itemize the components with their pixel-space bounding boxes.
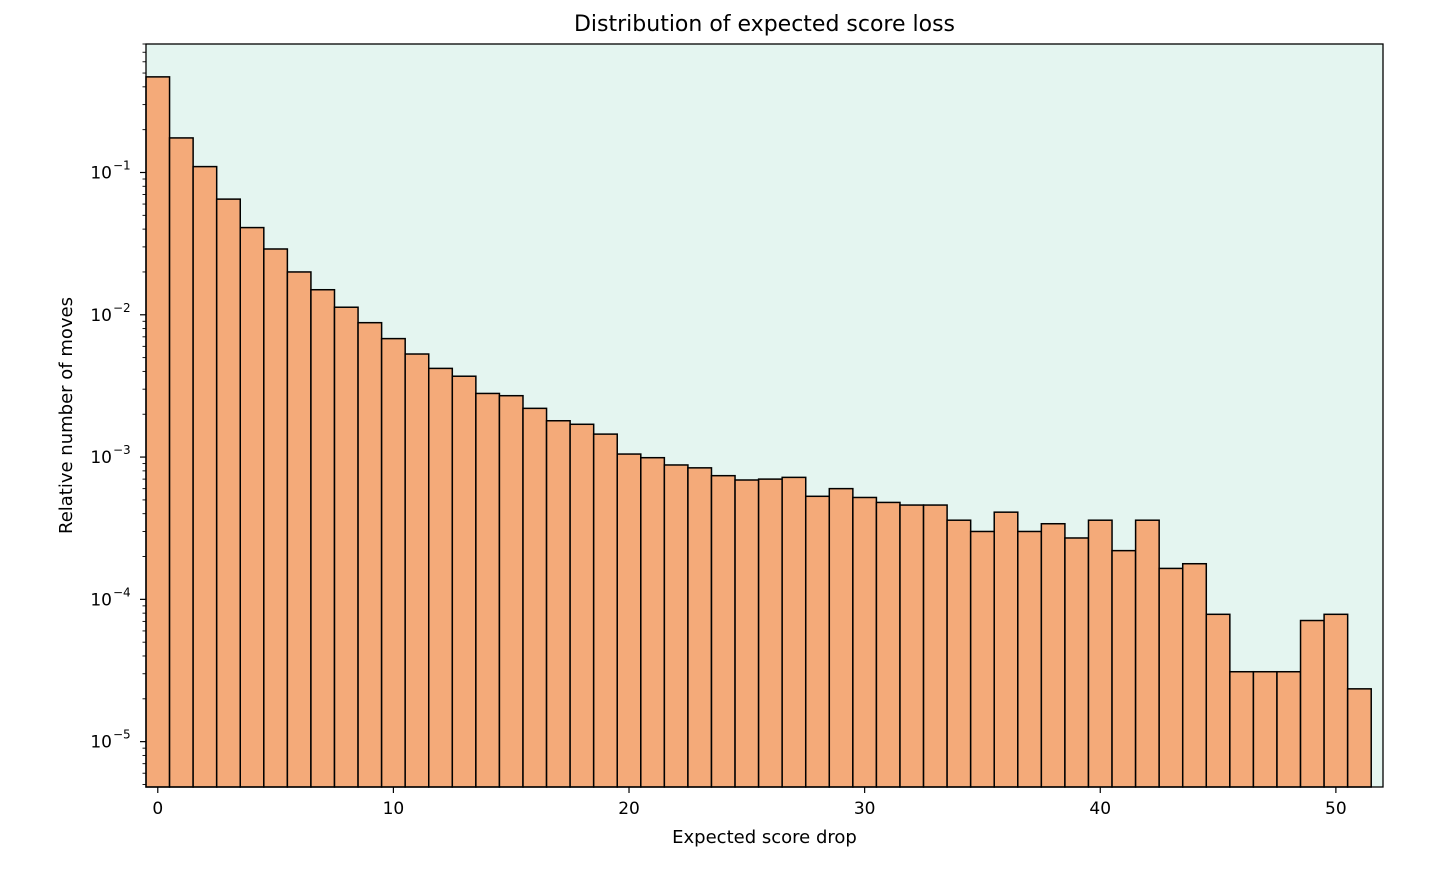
histogram-bar — [899, 504, 925, 788]
histogram-bar — [215, 198, 241, 788]
histogram-bar — [1229, 670, 1255, 788]
histogram-bar — [1040, 522, 1066, 788]
histogram-bar — [734, 479, 760, 788]
histogram-bar — [875, 501, 901, 788]
histogram-bar — [1111, 549, 1137, 788]
histogram-bar — [380, 337, 406, 788]
y-axis-ticks: 10−510−410−310−210−1 — [90, 43, 146, 785]
x-tick-label: 30 — [854, 799, 876, 819]
histogram-bar — [710, 474, 736, 788]
histogram-bar — [286, 271, 312, 788]
y-tick-label: 10 — [90, 163, 112, 183]
histogram-bar — [1252, 670, 1278, 788]
histogram-bar — [1087, 519, 1113, 788]
histogram-bar — [522, 407, 548, 788]
histogram-bar — [1017, 530, 1043, 788]
histogram-bar — [1181, 562, 1208, 788]
histogram-bar — [1276, 670, 1302, 788]
y-tick-exponent: −1 — [113, 158, 131, 172]
histogram-bar — [1134, 519, 1160, 788]
histogram-bar — [1346, 688, 1372, 788]
histogram-bar — [168, 137, 194, 788]
histogram-bar — [451, 375, 477, 788]
histogram-bar — [1064, 537, 1090, 788]
y-tick-label: 10 — [90, 590, 112, 610]
histogram-bar — [757, 478, 783, 788]
histogram-bar — [475, 392, 501, 788]
y-tick-exponent: −4 — [113, 585, 131, 599]
histogram-bar — [592, 433, 618, 788]
histogram-bar — [333, 306, 359, 788]
histogram-bar — [145, 76, 171, 788]
histogram-bar — [1205, 613, 1231, 788]
plot-frame — [145, 43, 1384, 788]
x-tick-label: 20 — [618, 799, 640, 819]
histogram-bar — [663, 464, 689, 788]
y-tick-exponent: −2 — [113, 301, 131, 315]
histogram-bar — [357, 321, 383, 788]
y-tick-exponent: −5 — [113, 728, 131, 742]
histogram-bar — [616, 453, 642, 788]
y-tick-label: 10 — [90, 448, 112, 468]
x-axis-label: Expected score drop — [672, 827, 857, 848]
histogram-bar — [946, 519, 972, 788]
histogram-bar — [404, 353, 430, 788]
histogram-bar — [804, 495, 831, 788]
x-axis-ticks: 0 10 20 30 40 50 — [152, 787, 1347, 819]
histogram-bar — [427, 367, 454, 788]
histogram-bar — [828, 487, 854, 788]
histogram-bar — [969, 530, 995, 788]
histogram-bar — [192, 165, 218, 788]
histogram-bar — [922, 504, 948, 788]
x-tick-label: 50 — [1325, 799, 1347, 819]
histogram-bar — [993, 511, 1019, 788]
x-tick-label: 10 — [383, 799, 405, 819]
histogram-bar — [640, 456, 666, 788]
x-tick-label: 40 — [1089, 799, 1111, 819]
y-axis-label: Relative number of moves — [56, 297, 77, 534]
histogram-bar — [852, 496, 878, 788]
histogram-bar — [1299, 619, 1325, 788]
histogram-bar — [687, 467, 713, 788]
histogram-bar — [1323, 613, 1349, 788]
histogram-bar — [781, 476, 807, 788]
y-tick-label: 10 — [90, 306, 112, 326]
y-tick-exponent: −3 — [113, 443, 131, 457]
x-tick-label: 0 — [152, 799, 163, 819]
histogram-bar — [310, 288, 336, 788]
histogram-bar — [498, 394, 524, 788]
chart-title: Distribution of expected score loss — [574, 12, 955, 37]
histogram-bar — [545, 419, 571, 788]
histogram-bar — [1158, 567, 1184, 788]
histogram-bar — [239, 226, 265, 788]
histogram-bar — [263, 248, 289, 788]
y-tick-label: 10 — [90, 733, 112, 753]
histogram-bar — [569, 423, 595, 788]
